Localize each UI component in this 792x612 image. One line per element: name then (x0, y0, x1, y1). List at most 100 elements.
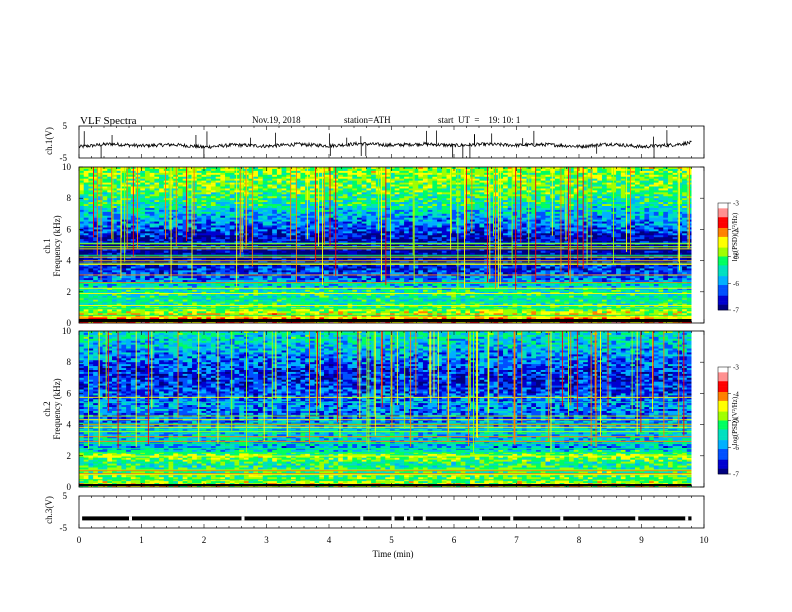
spectrogram-cell (517, 174, 523, 178)
spectrogram-cell (625, 215, 631, 218)
spectrogram-cell (611, 194, 617, 197)
spectrogram-cell (210, 200, 216, 203)
spectrogram-cell (291, 235, 297, 238)
spectrogram-cell (342, 176, 348, 179)
spectrogram-cell (573, 233, 579, 236)
spectrogram-cell (663, 167, 669, 170)
spectrogram-cell (437, 180, 443, 183)
spectrogram-cell (587, 196, 593, 199)
spectrogram-cell (521, 174, 527, 178)
spectrogram-cell (328, 231, 334, 234)
spectrogram-cell (107, 184, 113, 187)
spectrogram-cell (276, 190, 282, 193)
spectrogram-cell (540, 235, 546, 238)
spectrogram-cell (455, 217, 461, 220)
spectrogram-cell (418, 180, 424, 183)
spectrogram-cell (394, 200, 400, 203)
spectrogram-cell (276, 235, 282, 238)
spectrogram-cell (418, 213, 424, 217)
spectrogram-cell (634, 219, 640, 222)
spectrogram-cell (639, 168, 645, 172)
spectrogram-cell (286, 211, 292, 215)
spectrogram-cell (173, 184, 179, 187)
spectrogram-cell (79, 198, 85, 201)
spectrogram-cell (262, 209, 268, 213)
spectrogram-cell (488, 172, 494, 176)
spectrogram-cell (258, 233, 264, 236)
spectrogram-cell (616, 209, 622, 213)
spectrogram-cell (578, 180, 584, 183)
spectrogram-cell (616, 198, 622, 201)
spectrogram-cell (225, 207, 231, 211)
spectrogram-cell (225, 178, 231, 181)
spectrogram-cell (276, 207, 282, 211)
spectrogram-cell (314, 167, 320, 170)
spectrogram-cell (507, 174, 513, 178)
spectrogram-cell (592, 225, 598, 228)
spectrogram-cell (258, 192, 264, 195)
spectrogram-cell (625, 207, 631, 211)
spectrogram-cell (210, 227, 216, 230)
spectrogram-cell (663, 198, 669, 201)
spectrogram-cell (111, 170, 117, 174)
spectrogram-cell (441, 168, 447, 172)
spectrogram-cell (182, 207, 188, 211)
spectrogram-cell (460, 237, 466, 240)
spectrogram-cell (206, 172, 212, 176)
spectrogram-cell (663, 172, 669, 176)
spectrogram-cell (328, 190, 334, 193)
spectrogram-cell (225, 227, 231, 230)
spectrogram-cell (465, 204, 471, 207)
spectrogram-cell (465, 202, 471, 205)
spectrogram-cell (564, 223, 570, 226)
spectrogram-cell (314, 168, 320, 172)
spectrogram-cell (385, 172, 391, 176)
spectrogram-cell (385, 229, 391, 232)
spectrogram-cell (634, 206, 640, 209)
spectrogram-cell (413, 176, 419, 179)
spectrogram-cell (488, 180, 494, 183)
spectrogram-cell (663, 204, 669, 207)
spectrogram-cell (215, 202, 221, 205)
spectrogram-cell (93, 190, 99, 193)
spectrogram-cell (352, 200, 358, 203)
spectrogram-cell (385, 231, 391, 234)
spectrogram-cell (371, 194, 377, 197)
spectrogram-cell (385, 170, 391, 174)
spectrogram-cell (276, 186, 282, 189)
spectrogram-cell (300, 182, 306, 185)
spectrogram-cell (639, 188, 645, 191)
spectrogram-cell (639, 190, 645, 193)
spectrogram-cell (592, 231, 598, 234)
spectrogram-cell (314, 180, 320, 183)
spectrogram-cell (356, 196, 362, 199)
spectrogram-cell (192, 194, 198, 197)
spectrogram-cell (121, 172, 127, 176)
spectrogram-cell (286, 192, 292, 195)
spectrogram-cell (460, 215, 466, 218)
spectrogram-cell (616, 182, 622, 185)
spectrogram-cell (663, 211, 669, 215)
spectrogram-cell (111, 209, 117, 213)
spectrogram-cell (587, 178, 593, 181)
spectrogram-cell (404, 167, 410, 170)
spectrogram-cell (399, 229, 405, 232)
spectrogram-cell (366, 219, 372, 222)
spectrogram-cell (262, 176, 268, 179)
spectrogram-cell (154, 223, 160, 226)
spectrogram-cell (324, 180, 330, 183)
spectrogram-cell (93, 174, 99, 178)
spectrogram-cell (135, 167, 141, 170)
spectrogram-cell (470, 190, 476, 193)
spectrogram-cell (328, 229, 334, 232)
spectrogram-cell (210, 229, 216, 232)
spectrogram-cell (291, 190, 297, 193)
spectrogram-cell (630, 225, 636, 228)
spectrogram-cell (601, 188, 607, 191)
spectrogram-cell (371, 168, 377, 172)
spectrogram-cell (83, 239, 89, 242)
spectrogram-cell (248, 221, 254, 224)
spectrogram-cell (267, 229, 273, 232)
spectrogram-cell (597, 182, 603, 185)
spectrogram-cell (215, 196, 221, 199)
